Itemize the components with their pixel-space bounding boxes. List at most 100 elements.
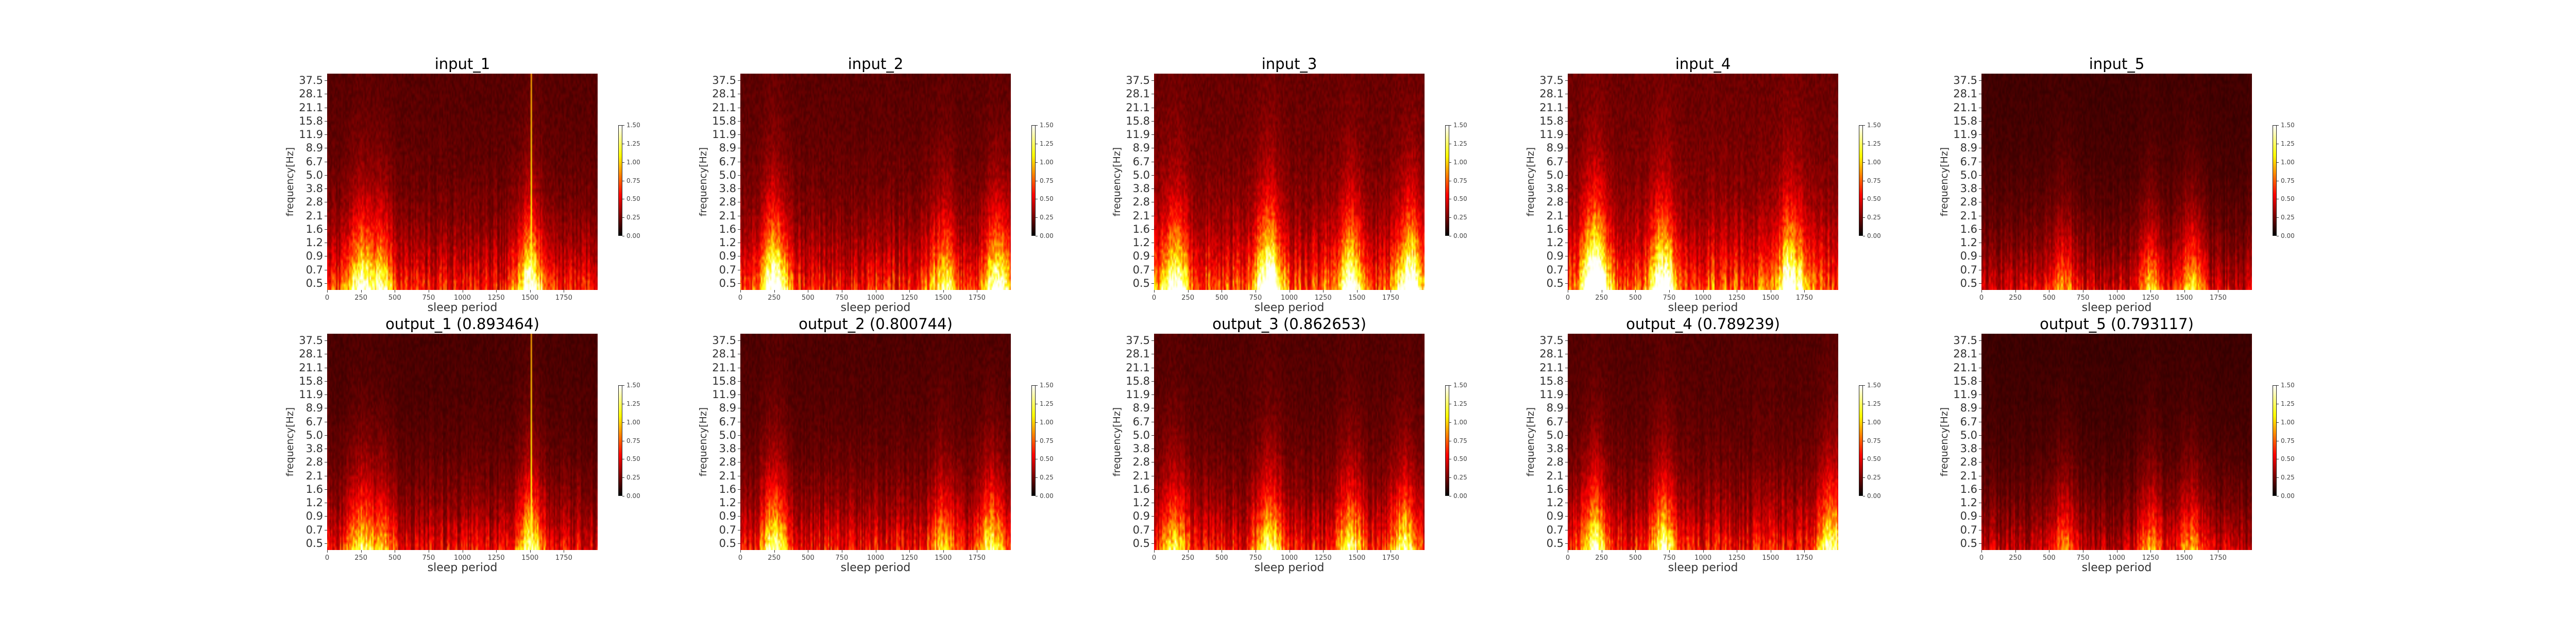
y-tick-label: 0.5	[1960, 277, 1977, 289]
y-tick-label: 2.8	[1960, 456, 1977, 469]
x-tick-label: 1000	[1694, 554, 1712, 562]
x-tick-label: 500	[388, 294, 401, 302]
y-tick-label: 1.2	[719, 496, 736, 509]
colorbar	[1031, 125, 1036, 236]
y-tick-label: 21.1	[1539, 361, 1564, 374]
y-tick-label: 5.0	[1546, 168, 1564, 181]
x-tick-mark	[909, 550, 910, 553]
y-tick-mark	[1151, 394, 1154, 396]
y-tick-label: 8.9	[306, 402, 323, 415]
colorbar-tick-mark	[1863, 477, 1865, 478]
x-tick-label: 1500	[2176, 554, 2193, 562]
colorbar-tick-mark	[1449, 422, 1451, 423]
x-tick-mark	[530, 290, 531, 293]
y-tick-label: 5.0	[719, 428, 736, 441]
y-tick-label: 5.0	[306, 428, 323, 441]
x-axis-label: sleep period	[840, 301, 911, 314]
y-tick-label: 28.1	[299, 88, 323, 100]
y-tick-label: 3.8	[1546, 442, 1564, 455]
x-tick-label: 1750	[1382, 554, 1399, 562]
y-tick-mark	[1565, 516, 1568, 517]
x-tick-mark	[1357, 290, 1358, 293]
y-tick-mark	[325, 134, 327, 135]
x-axis-label: sleep period	[1668, 561, 1738, 574]
x-tick-label: 0	[1979, 294, 1984, 302]
colorbar-tick-label: 1.25	[1867, 140, 1881, 147]
y-tick-mark	[325, 121, 327, 122]
colorbar-tick-label: 0.75	[1040, 437, 1054, 444]
colorbar-tick-mark	[1036, 422, 1038, 423]
colorbar-tick-label: 1.50	[1453, 122, 1467, 129]
heatmap-plot	[1154, 334, 1425, 550]
y-tick-label: 8.9	[1132, 142, 1150, 154]
x-tick-label: 0	[1565, 294, 1570, 302]
y-tick-mark	[1151, 283, 1154, 284]
colorbar-tick-mark	[1449, 385, 1451, 386]
colorbar-tick-label: 0.50	[2281, 455, 2295, 463]
y-tick-mark	[1565, 80, 1568, 81]
y-tick-mark	[325, 516, 327, 517]
x-tick-label: 250	[2009, 294, 2022, 302]
y-tick-label: 15.8	[1539, 374, 1564, 387]
y-tick-label: 2.1	[1960, 469, 1977, 482]
x-tick-label: 1250	[1728, 294, 1745, 302]
y-tick-label: 3.8	[1132, 442, 1150, 455]
x-tick-label: 1000	[867, 294, 885, 302]
colorbar-tick-mark	[1036, 162, 1038, 163]
colorbar-tick-label: 0.00	[2281, 492, 2295, 500]
y-tick-label: 6.7	[719, 415, 736, 428]
y-tick-label: 8.9	[1960, 142, 1977, 154]
colorbar-tick-label: 1.25	[1040, 400, 1054, 407]
x-tick-mark	[496, 550, 497, 553]
colorbar-tick-mark	[2277, 125, 2279, 126]
colorbar	[2273, 125, 2277, 236]
x-tick-label: 500	[1629, 294, 1642, 302]
heatmap-plot	[1568, 74, 1838, 290]
x-tick-label: 1500	[521, 294, 539, 302]
colorbar-tick-label: 1.50	[626, 382, 640, 389]
y-tick-label: 2.1	[306, 209, 323, 222]
y-tick-label: 11.9	[1126, 128, 1150, 141]
x-tick-label: 1750	[1795, 294, 1813, 302]
x-tick-mark	[530, 550, 531, 553]
y-tick-label: 1.6	[1960, 222, 1977, 235]
y-tick-label: 2.8	[306, 456, 323, 469]
y-tick-mark	[1565, 435, 1568, 436]
y-tick-label: 0.7	[306, 523, 323, 536]
x-tick-label: 0	[325, 294, 330, 302]
colorbar	[1445, 125, 1449, 236]
y-tick-label: 21.1	[299, 361, 323, 374]
x-tick-label: 750	[2076, 554, 2090, 562]
x-tick-label: 500	[1629, 554, 1642, 562]
colorbar-tick-label: 0.00	[1040, 492, 1054, 500]
colorbar-tick-label: 1.00	[1453, 418, 1467, 426]
y-tick-label: 0.5	[1132, 537, 1150, 550]
y-tick-label: 37.5	[712, 334, 736, 347]
x-tick-mark	[1669, 290, 1670, 293]
x-tick-label: 1500	[935, 554, 952, 562]
colorbar	[618, 385, 622, 496]
y-tick-label: 28.1	[1953, 348, 1977, 360]
x-tick-mark	[1635, 550, 1636, 553]
colorbar-tick-label: 1.50	[1867, 122, 1881, 129]
x-tick-label: 1500	[935, 294, 952, 302]
y-tick-label: 37.5	[1126, 74, 1150, 87]
y-tick-label: 0.5	[1132, 277, 1150, 289]
y-tick-label: 1.6	[1546, 483, 1564, 495]
y-tick-label: 0.9	[1546, 510, 1564, 523]
x-tick-label: 1750	[1382, 294, 1399, 302]
colorbar-tick-label: 0.00	[1867, 492, 1881, 500]
y-tick-mark	[738, 340, 740, 341]
chart-title: input_2	[848, 55, 904, 73]
colorbar-tick-label: 1.50	[1867, 382, 1881, 389]
y-tick-label: 2.8	[306, 196, 323, 209]
y-tick-label: 21.1	[712, 361, 736, 374]
colorbar-tick-label: 0.75	[2281, 437, 2295, 444]
x-tick-mark	[1323, 550, 1324, 553]
y-tick-mark	[738, 394, 740, 396]
x-tick-label: 750	[1663, 294, 1676, 302]
x-tick-label: 1500	[521, 554, 539, 562]
y-tick-label: 21.1	[1539, 101, 1564, 114]
colorbar-tick-mark	[2277, 422, 2279, 423]
y-tick-label: 11.9	[1953, 388, 1977, 401]
